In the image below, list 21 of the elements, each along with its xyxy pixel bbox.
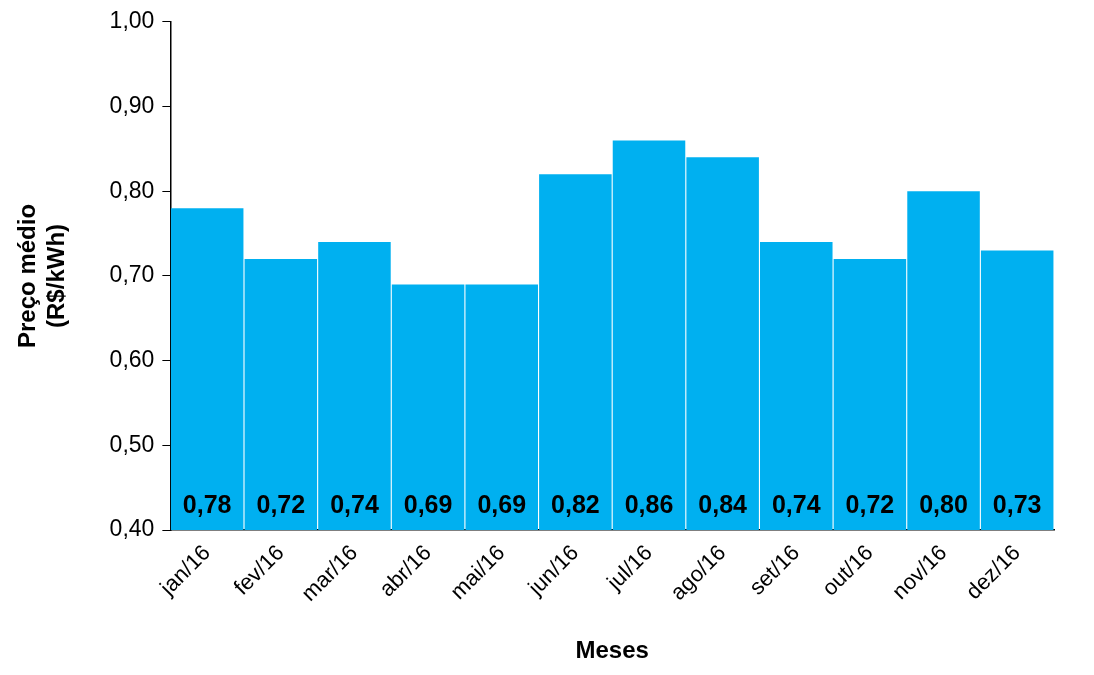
data-label: 0,69 <box>403 490 453 519</box>
y-tick-label: 0,80 <box>109 176 155 203</box>
y-tick-label: 1,00 <box>109 7 155 34</box>
data-label: 0,72 <box>256 490 306 519</box>
data-label: 0,74 <box>771 490 821 519</box>
data-label: 0,69 <box>477 490 527 519</box>
y-tick-label: 0,50 <box>109 430 155 457</box>
data-label: 0,73 <box>992 490 1042 519</box>
y-axis-title: Preço médio (R$/kWh) <box>13 203 69 348</box>
y-tick-label: 0,60 <box>109 346 155 373</box>
y-tick-label: 0,90 <box>109 91 155 118</box>
data-label: 0,86 <box>624 490 674 519</box>
data-label: 0,74 <box>330 490 379 519</box>
data-label: 0,78 <box>182 490 232 519</box>
y-tick-label: 0,40 <box>109 515 155 542</box>
data-label: 0,80 <box>919 490 968 519</box>
x-axis-title: Meses <box>575 636 649 664</box>
data-label: 0,72 <box>845 490 895 519</box>
y-tick-label: 0,70 <box>109 261 155 288</box>
data-label: 0,84 <box>698 490 748 519</box>
data-label: 0,82 <box>551 490 600 519</box>
